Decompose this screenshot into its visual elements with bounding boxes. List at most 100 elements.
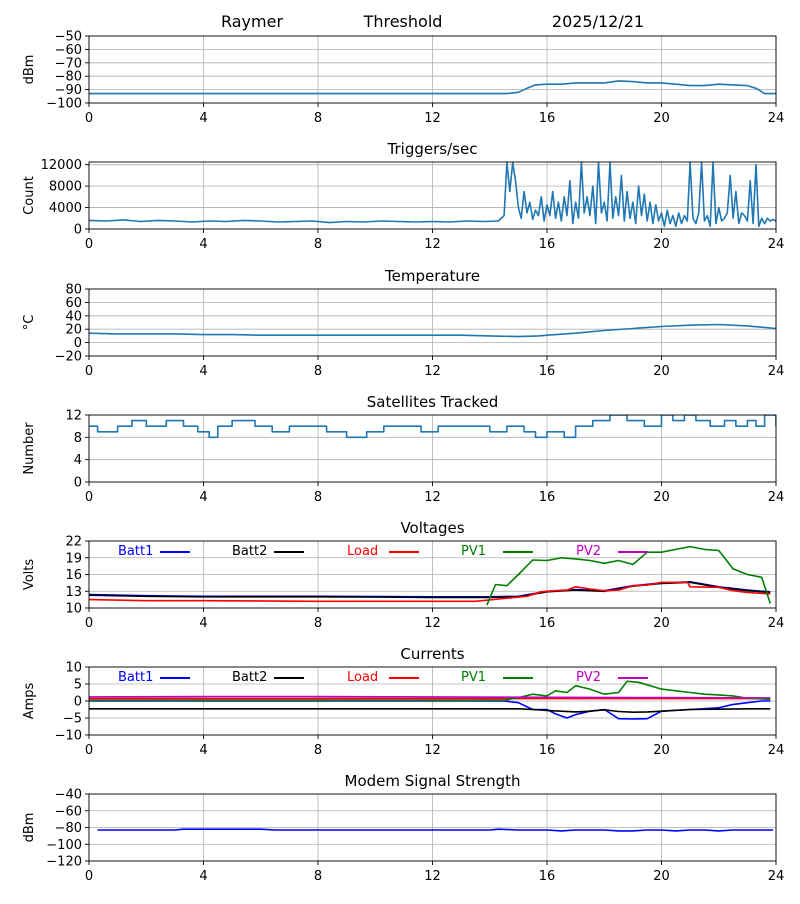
x-tick-label: 12 xyxy=(424,869,441,884)
chart-rssi: 0 4 8 12 16 20 24 −100−90−80−70−60−50 dBm xyxy=(22,30,784,127)
x-tick-label: 16 xyxy=(539,616,556,631)
chart-title: Triggers/sec xyxy=(387,140,478,158)
y-tick-label: −5 xyxy=(63,712,82,727)
y-tick-label: 12 xyxy=(65,409,82,424)
legend-label-pv2: PV2 xyxy=(576,670,601,685)
y-tick-label: −60 xyxy=(55,804,82,819)
series-line-triggers xyxy=(89,162,776,228)
x-tick-label: 20 xyxy=(653,237,670,252)
legend-label-batt1: Batt1 xyxy=(118,670,153,685)
x-tick-label: 16 xyxy=(539,364,556,379)
chart-title: Modem Signal Strength xyxy=(345,772,521,790)
chart-title: Satellites Tracked xyxy=(367,393,498,411)
y-tick-label: −40 xyxy=(55,788,82,803)
x-tick-label: 8 xyxy=(314,237,322,252)
x-tick-label: 12 xyxy=(424,364,441,379)
x-tick-label: 16 xyxy=(539,111,556,126)
chart-currents: 0 4 8 12 16 20 24 −10 −5 0 5 10 Currents Amps Batt1 Bat… xyxy=(22,645,784,758)
x-tick-label: 8 xyxy=(314,364,322,379)
series-line-batt2 xyxy=(89,708,771,713)
y-tick-label: 5 xyxy=(74,678,82,693)
x-tick-label: 4 xyxy=(199,616,207,631)
x-tick-label: 12 xyxy=(424,616,441,631)
y-tick-label: −10 xyxy=(55,729,82,744)
y-tick-label: 4000 xyxy=(49,201,82,216)
x-tick-label: 20 xyxy=(653,111,670,126)
y-tick-label: 16 xyxy=(65,568,82,583)
y-axis-label: Volts xyxy=(22,559,37,591)
series-line-pv1 xyxy=(486,545,772,606)
series-line-pv1 xyxy=(89,680,771,702)
series-line-temperature xyxy=(89,323,776,338)
y-tick-label: 0 xyxy=(74,476,82,491)
y-tick-label: 8 xyxy=(74,431,82,446)
x-tick-label: 8 xyxy=(314,111,322,126)
y-tick-label: −120 xyxy=(46,855,82,870)
y-tick-label: 8000 xyxy=(49,180,82,195)
y-tick-label: 0 xyxy=(74,223,82,238)
legend-label-load: Load xyxy=(347,670,378,685)
x-tick-label: 4 xyxy=(199,490,207,505)
header-mode: Threshold xyxy=(363,12,443,31)
x-tick-label: 12 xyxy=(424,111,441,126)
x-tick-label: 24 xyxy=(768,364,785,379)
legend-label-load: Load xyxy=(347,544,378,559)
chart-triggers: 0 4 8 12 16 20 24 0 4000 8000 12000 Triggers/sec Cou… xyxy=(22,140,784,252)
y-tick-label: 10 xyxy=(65,602,82,617)
y-axis-label: dBm xyxy=(22,813,37,843)
y-tick-label: 80 xyxy=(65,283,82,298)
legend-label-pv1: PV1 xyxy=(461,544,486,559)
x-tick-label: 12 xyxy=(424,743,441,758)
x-tick-label: 8 xyxy=(314,743,322,758)
legend-label-pv2: PV2 xyxy=(576,544,601,559)
y-tick-label: 19 xyxy=(65,551,82,566)
x-tick-label: 20 xyxy=(653,869,670,884)
y-tick-label: −80 xyxy=(55,70,82,85)
y-tick-label: 20 xyxy=(65,323,82,338)
x-tick-label: 4 xyxy=(199,237,207,252)
series-line-modem xyxy=(97,828,774,832)
chart-modem: 0 4 8 12 16 20 24 −120 −100 −80 −60−40 Modem Signal… xyxy=(22,772,784,884)
y-tick-label: −80 xyxy=(55,821,82,836)
legend-label-pv1: PV1 xyxy=(461,670,486,685)
x-tick-label: 12 xyxy=(424,237,441,252)
header-date: 2025/12/21 xyxy=(552,12,644,31)
x-tick-label: 16 xyxy=(539,743,556,758)
y-tick-label: −50 xyxy=(55,30,82,45)
y-tick-label: −70 xyxy=(55,56,82,71)
series-line-pv2 xyxy=(89,695,771,699)
y-axis-label: dBm xyxy=(22,55,37,85)
x-tick-label: 20 xyxy=(653,490,670,505)
y-axis-label: Amps xyxy=(22,682,37,719)
x-tick-label: 20 xyxy=(653,364,670,379)
legend-label-batt2: Batt2 xyxy=(232,544,267,559)
y-axis-label: Number xyxy=(22,422,37,475)
series-line-batt1 xyxy=(89,581,771,598)
y-tick-label: 0 xyxy=(74,695,82,710)
x-tick-label: 24 xyxy=(768,490,785,505)
x-tick-label: 12 xyxy=(424,490,441,505)
x-tick-label: 0 xyxy=(85,237,93,252)
x-tick-label: 24 xyxy=(768,869,785,884)
y-tick-label: 13 xyxy=(65,585,82,600)
x-tick-label: 16 xyxy=(539,237,556,252)
x-tick-label: 8 xyxy=(314,490,322,505)
x-tick-label: 8 xyxy=(314,616,322,631)
legend-label-batt2: Batt2 xyxy=(232,670,267,685)
x-tick-label: 0 xyxy=(85,364,93,379)
x-tick-label: 4 xyxy=(199,364,207,379)
series-line-batt2 xyxy=(89,581,771,599)
y-tick-label: −90 xyxy=(55,83,82,98)
x-tick-label: 16 xyxy=(539,869,556,884)
x-tick-label: 4 xyxy=(199,869,207,884)
y-tick-label: −100 xyxy=(46,97,82,112)
header-site: Raymer xyxy=(221,12,283,31)
x-tick-label: 4 xyxy=(199,111,207,126)
chart-title: Currents xyxy=(400,645,464,663)
y-tick-label: −60 xyxy=(55,43,82,58)
x-tick-label: 20 xyxy=(653,743,670,758)
